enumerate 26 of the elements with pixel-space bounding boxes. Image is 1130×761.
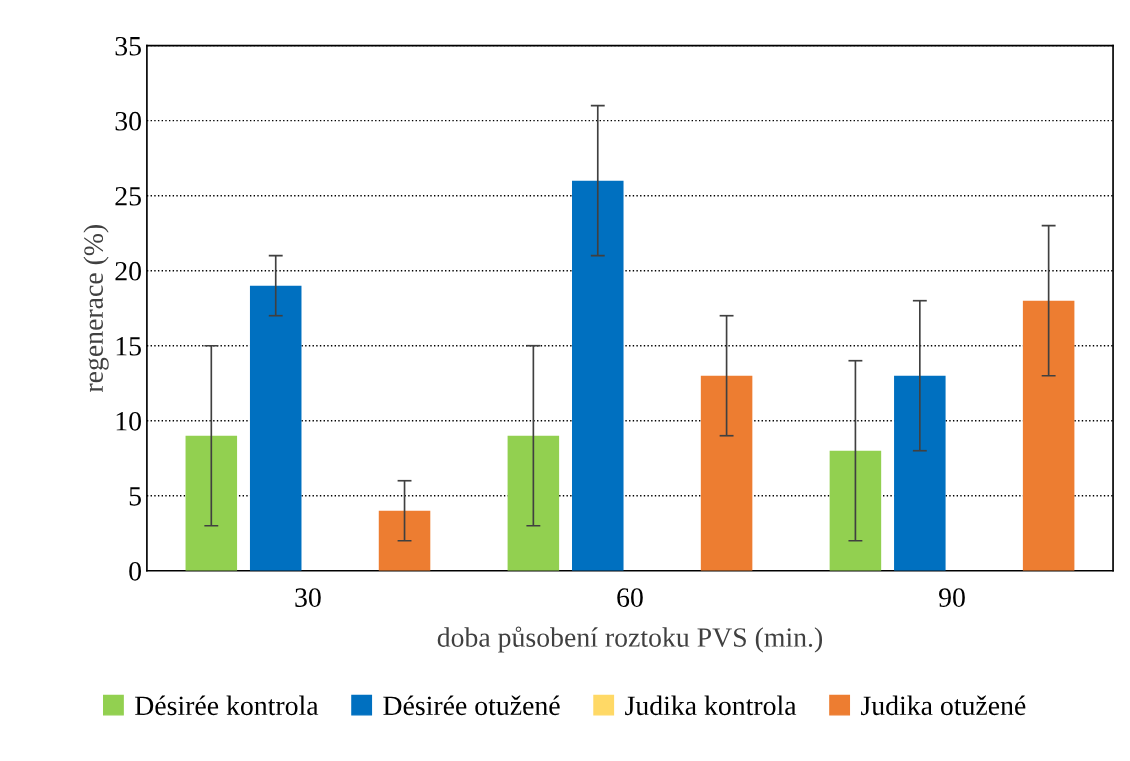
bar xyxy=(829,450,882,571)
bar xyxy=(572,180,624,571)
bar xyxy=(894,375,946,571)
y-tick-label: 25 xyxy=(115,186,141,206)
legend-label: Désirée otužené xyxy=(383,695,560,716)
y-tick-label: 0 xyxy=(129,561,141,581)
bar xyxy=(1022,300,1075,571)
bar xyxy=(378,510,431,571)
legend-label: Judika otužené xyxy=(861,695,1026,716)
x-tick-label: 60 xyxy=(617,588,643,607)
y-tick-label: 5 xyxy=(129,487,141,506)
y-tick-label: 30 xyxy=(115,111,141,131)
y-tick-label: 10 xyxy=(116,411,141,431)
y-tick-label: 15 xyxy=(116,337,141,356)
x-axis-title: doba působení roztoku PVS (min.) xyxy=(437,626,823,653)
legend-label: Désirée kontrola xyxy=(135,695,319,716)
y-axis-title: regenerace (%) xyxy=(83,225,109,393)
bar xyxy=(249,285,302,571)
x-tick-label: 90 xyxy=(939,588,965,607)
y-tick-label: 20 xyxy=(115,261,141,281)
y-tick-label: 35 xyxy=(115,36,141,56)
bar xyxy=(700,375,753,571)
bar xyxy=(507,435,560,571)
legend-label: Judika kontrola xyxy=(625,695,797,716)
x-tick-label: 30 xyxy=(295,588,321,607)
bar xyxy=(185,435,238,571)
